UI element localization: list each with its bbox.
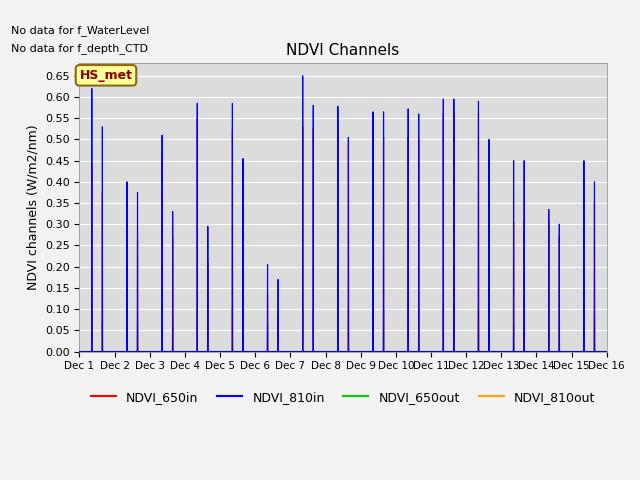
Legend: NDVI_650in, NDVI_810in, NDVI_650out, NDVI_810out: NDVI_650in, NDVI_810in, NDVI_650out, NDV… bbox=[86, 386, 600, 409]
Text: No data for f_depth_CTD: No data for f_depth_CTD bbox=[11, 43, 148, 54]
Text: HS_met: HS_met bbox=[79, 69, 132, 82]
Text: No data for f_WaterLevel: No data for f_WaterLevel bbox=[11, 25, 149, 36]
Y-axis label: NDVI channels (W/m2/nm): NDVI channels (W/m2/nm) bbox=[26, 124, 40, 290]
Title: NDVI Channels: NDVI Channels bbox=[287, 43, 400, 58]
